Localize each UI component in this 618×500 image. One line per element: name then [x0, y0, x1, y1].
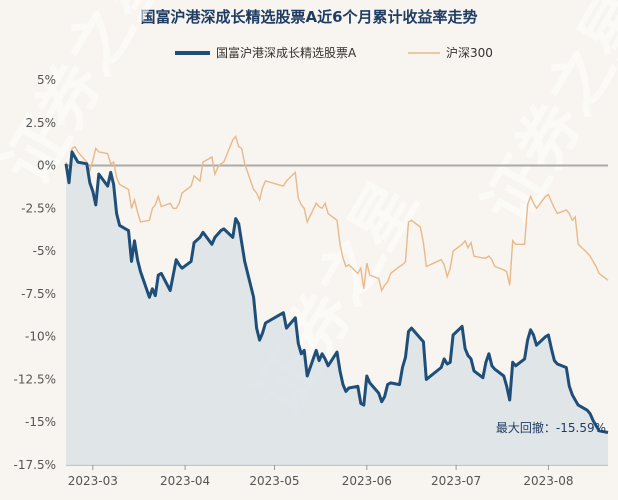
x-tick-label: 2023-05: [249, 474, 299, 488]
y-tick-label: 2.5%: [26, 116, 57, 130]
x-tick-label: 2023-07: [431, 474, 481, 488]
chart-title: 国富沪港深成长精选股票A近6个月累计收益率走势: [140, 8, 478, 26]
y-tick-label: -17.5%: [14, 458, 56, 472]
y-tick-label: -12.5%: [14, 372, 56, 386]
x-tick-label: 2023-03: [68, 474, 118, 488]
x-tick-label: 2023-04: [160, 474, 210, 488]
y-tick-label: -2.5%: [21, 201, 56, 215]
x-tick-label: 2023-06: [342, 474, 392, 488]
x-tick-label: 2023-08: [523, 474, 573, 488]
max-drawdown-label: 最大回撤：-15.59%: [496, 420, 606, 435]
y-tick-label: -15%: [25, 415, 56, 429]
y-tick-label: -5%: [33, 244, 56, 258]
legend-label-hs300: 沪深300: [446, 46, 493, 60]
y-tick-label: 0%: [37, 159, 56, 173]
y-tick-label: 5%: [37, 73, 56, 87]
y-tick-label: -10%: [25, 330, 56, 344]
series-line-fund: [64, 150, 609, 434]
y-tick-label: -7.5%: [21, 287, 56, 301]
watermark-text: 证券之星: [470, 0, 618, 238]
series-line-hs300: [65, 135, 609, 293]
legend-label-fund: 国富沪港深成长精选股票A: [216, 45, 357, 60]
fund-area-fill: [66, 151, 608, 465]
